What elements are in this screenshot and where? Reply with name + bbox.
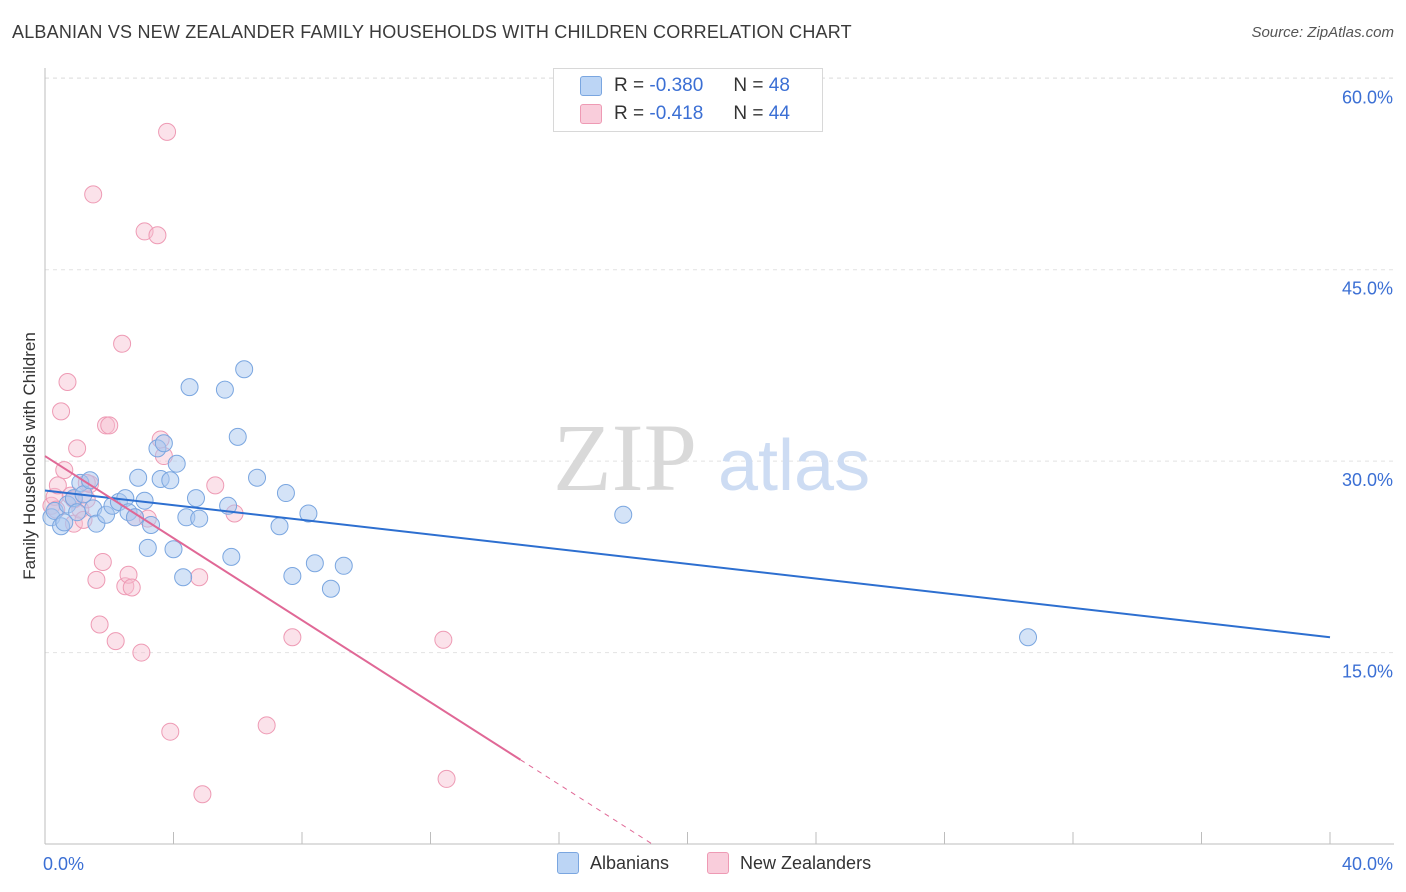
new-zealander-point	[283, 628, 302, 647]
new-zealander-point	[122, 578, 141, 597]
new-zealander-point	[206, 476, 225, 495]
y-tick-label: 45.0%	[1342, 279, 1393, 299]
chart-title: ALBANIAN VS NEW ZEALANDER FAMILY HOUSEHO…	[12, 22, 852, 42]
albanian-point	[215, 380, 234, 399]
albanian-point	[138, 538, 157, 557]
albanians-swatch	[580, 76, 602, 96]
new-zealander-point	[116, 577, 135, 596]
albanians-legend-swatch	[557, 852, 579, 874]
new-zealander-point	[106, 632, 125, 651]
new-zealander-point	[90, 615, 109, 634]
new-zealander-point	[113, 334, 132, 353]
x-tick-labels: 0.0% 40.0%	[43, 854, 1393, 874]
albanian-point	[299, 504, 318, 523]
albanian-point	[248, 468, 267, 487]
bottom-legend-albanians: Albanians	[557, 852, 669, 874]
albanians-legend-label: Albanians	[590, 852, 670, 873]
albanians-trend-line	[44, 489, 1331, 639]
y-tick-labels: 15.0% 30.0% 45.0% 60.0%	[1342, 87, 1393, 681]
x-tick-label: 0.0%	[43, 854, 84, 874]
new-zealander-point	[257, 716, 276, 735]
correlation-legend: R = -0.380 N = 48 R = -0.418 N = 44	[553, 68, 823, 132]
watermark-zip: ZIP	[553, 404, 697, 511]
bottom-legend-new-zealanders: New Zealanders	[707, 852, 871, 874]
nz-r-value: -0.418	[649, 103, 704, 124]
albanian-point	[55, 513, 74, 532]
new-zealander-point	[52, 402, 71, 421]
new-zealander-point	[58, 373, 77, 392]
albanian-point	[270, 517, 289, 536]
y-tick-label: 15.0%	[1342, 662, 1393, 682]
new-zealander-point	[434, 630, 453, 649]
legend-row-new-zealanders: R = -0.418 N = 44	[580, 101, 790, 127]
albanians-r-value: -0.380	[649, 75, 704, 96]
new-zealander-point	[48, 476, 67, 495]
nz-r-label: R =	[614, 103, 645, 124]
albanian-point	[164, 540, 183, 559]
new-zealander-point	[148, 226, 167, 245]
new-zealanders-points	[42, 122, 456, 804]
albanian-point	[276, 484, 295, 503]
x-tick-label: 40.0%	[1342, 854, 1393, 874]
source-credit: Source: ZipAtlas.com	[1251, 24, 1394, 41]
new-zealander-point	[87, 570, 106, 589]
albanian-point	[161, 471, 180, 490]
albanian-point	[235, 360, 254, 379]
albanian-point	[321, 579, 340, 598]
albanian-point	[283, 567, 302, 585]
albanian-point	[129, 468, 148, 487]
albanian-point	[68, 503, 87, 522]
albanian-point	[222, 547, 241, 566]
albanian-point	[228, 427, 247, 446]
watermark: ZIP atlas	[553, 404, 870, 511]
albanian-point	[614, 505, 633, 524]
y-tick-label: 60.0%	[1342, 87, 1393, 107]
albanian-point	[334, 556, 353, 575]
new-zealander-point	[93, 552, 112, 571]
albanians-r-label: R =	[614, 75, 645, 96]
trend-lines	[44, 455, 1331, 845]
new-zealander-point	[193, 785, 212, 804]
albanian-point	[154, 434, 173, 453]
albanians-points	[42, 360, 1038, 647]
albanian-point	[305, 554, 324, 573]
albanian-point	[190, 509, 209, 528]
new-zealander-point	[158, 122, 177, 141]
nz-n-value: 44	[768, 103, 790, 124]
new-zealander-point	[190, 568, 209, 587]
new-zealander-point	[161, 722, 180, 741]
albanians-n-value: 48	[768, 75, 790, 96]
new-zealander-point	[437, 769, 456, 788]
albanian-point	[180, 378, 199, 397]
albanian-point	[1019, 628, 1038, 647]
new-zealanders-trend-line	[44, 455, 521, 761]
albanian-point	[125, 508, 144, 527]
albanian-point	[186, 489, 205, 508]
nz-legend-swatch	[707, 852, 729, 874]
nz-legend-label: New Zealanders	[740, 852, 872, 873]
new-zealander-point	[100, 416, 119, 435]
y-tick-label: 30.0%	[1342, 470, 1393, 490]
albanians-n-label: N =	[733, 75, 764, 96]
albanian-point	[174, 568, 193, 587]
watermark-atlas: atlas	[718, 426, 870, 506]
new-zealander-point	[132, 643, 151, 662]
albanian-point	[167, 454, 186, 473]
new-zealanders-trend-extension	[520, 759, 653, 845]
axes	[44, 68, 1394, 845]
new-zealander-point	[68, 439, 87, 458]
new-zealanders-swatch	[580, 104, 602, 124]
legend-row-albanians: R = -0.380 N = 48	[580, 73, 790, 99]
new-zealander-point	[84, 185, 103, 204]
nz-n-label: N =	[733, 103, 764, 124]
